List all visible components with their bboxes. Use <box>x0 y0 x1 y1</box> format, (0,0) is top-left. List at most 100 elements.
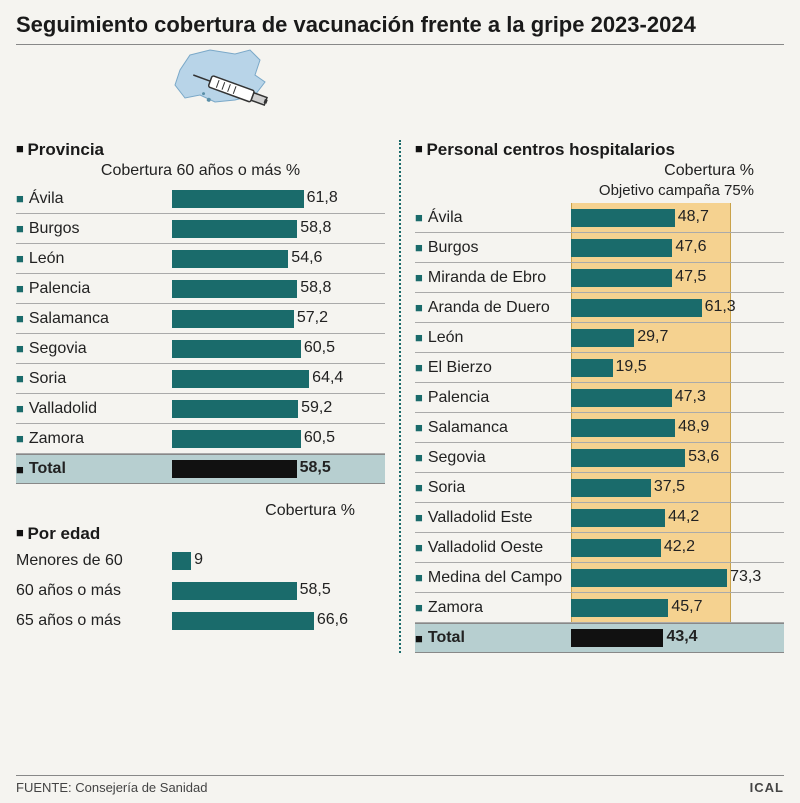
bullet-icon: ■ <box>16 371 24 386</box>
bullet-icon: ■ <box>16 462 24 477</box>
bullet-icon: ■ <box>415 360 423 375</box>
bar-wrap: 42,2 <box>571 538 784 558</box>
row-label-text: Burgos <box>428 239 479 257</box>
bar <box>571 299 702 317</box>
bullet-icon: ■ <box>16 251 24 266</box>
row-label: ■Aranda de Duero <box>415 299 571 317</box>
data-row: ■Palencia47,3 <box>415 383 784 413</box>
row-label: ■ León <box>16 250 172 268</box>
bullet-icon: ■ <box>415 390 423 405</box>
data-row: ■Aranda de Duero 61,3 <box>415 293 784 323</box>
bullet-icon: ■ <box>16 311 24 326</box>
bar-value: 47,5 <box>675 268 706 286</box>
row-label: ■Valladolid <box>16 400 172 418</box>
age-section-title: Por edad <box>16 524 385 544</box>
bar-wrap: 61,8 <box>172 189 385 209</box>
bar <box>571 389 672 407</box>
bar-wrap: 37,5 <box>571 478 784 498</box>
data-row: ■ Valladolid Este 44,2 <box>415 503 784 533</box>
bar-value: 37,5 <box>654 478 685 496</box>
row-label-text: Valladolid Oeste <box>428 539 543 557</box>
bar <box>571 419 675 437</box>
age-section: Cobertura % Por edad Menores de 60960 añ… <box>16 502 385 636</box>
data-row: ■León29,7 <box>415 323 784 353</box>
bar-wrap: 66,6 <box>172 611 385 631</box>
row-label: ■Ávila <box>415 209 571 227</box>
bar <box>172 250 288 268</box>
bar <box>571 629 663 647</box>
row-label: ■Valladolid Oeste <box>415 539 571 557</box>
row-label-text: Total <box>29 460 66 478</box>
data-row: ■Zamora45,7 <box>415 593 784 623</box>
bar <box>571 479 651 497</box>
bar-wrap: 73,3 <box>571 568 784 588</box>
bar-wrap: 45,7 <box>571 598 784 618</box>
data-row: ■Ávila 48,7 <box>415 203 784 233</box>
bullet-icon: ■ <box>415 480 423 495</box>
bullet-icon: ■ <box>16 221 24 236</box>
hospital-subtitle: Cobertura % <box>415 162 784 180</box>
bar-value: 29,7 <box>637 328 668 346</box>
bar-wrap: 58,5 <box>172 459 385 479</box>
bullet-icon: ■ <box>415 420 423 435</box>
bullet-icon: ■ <box>415 510 423 525</box>
age-row: 65 años o más66,6 <box>16 606 385 636</box>
bar <box>172 552 191 570</box>
bar-value: 47,6 <box>675 238 706 256</box>
bar-wrap: 60,5 <box>172 339 385 359</box>
target-label: Objetivo campaña 75% <box>415 182 784 199</box>
row-label: ■Total <box>415 629 571 647</box>
age-subtitle: Cobertura % <box>16 502 385 520</box>
data-row: ■Burgos58,8 <box>16 214 385 244</box>
data-row: ■Soria64,4 <box>16 364 385 394</box>
row-label: ■ Valladolid Este <box>415 509 571 527</box>
hospital-section-title: Personal centros hospitalarios <box>415 140 784 160</box>
left-column: Provincia Cobertura 60 años o más % ■Ávi… <box>16 140 399 653</box>
data-row: ■Medina del Campo73,3 <box>415 563 784 593</box>
total-row: ■ Total 58,5 <box>16 454 385 484</box>
bar-wrap: 47,6 <box>571 238 784 258</box>
row-label: ■Miranda de Ebro <box>415 269 571 287</box>
bar-wrap: 47,5 <box>571 268 784 288</box>
bar-value: 44,2 <box>668 508 699 526</box>
bar <box>172 430 301 448</box>
row-label: ■El Bierzo <box>415 359 571 377</box>
bar <box>571 209 675 227</box>
bar-value: 9 <box>194 551 203 569</box>
row-label-text: Palencia <box>428 389 489 407</box>
bar <box>172 582 297 600</box>
infographic-container: Seguimiento cobertura de vacunación fren… <box>0 0 800 803</box>
row-label-text: Total <box>428 629 465 647</box>
bar-value: 58,8 <box>300 279 331 297</box>
row-label-text: Valladolid Este <box>428 509 533 527</box>
row-label: ■Palencia <box>16 280 172 298</box>
bar-wrap: 53,6 <box>571 448 784 468</box>
bar-value: 48,7 <box>678 208 709 226</box>
bar <box>571 359 613 377</box>
bar-wrap: 54,6 <box>172 249 385 269</box>
row-label: ■ Total <box>16 460 172 478</box>
bullet-icon: ■ <box>415 600 423 615</box>
footer-source: FUENTE: Consejería de Sanidad <box>16 780 207 795</box>
bar-value: 59,2 <box>301 399 332 417</box>
total-row: ■Total43,4 <box>415 623 784 653</box>
bar <box>172 280 297 298</box>
row-label-text: Valladolid <box>29 400 97 418</box>
bar-value: 64,4 <box>312 369 343 387</box>
bar-wrap: 61,3 <box>571 298 784 318</box>
data-row: ■Valladolid 59,2 <box>16 394 385 424</box>
row-label-text: Medina del Campo <box>428 569 562 587</box>
row-label-text: Zamora <box>29 430 84 448</box>
bullet-icon: ■ <box>16 281 24 296</box>
bar <box>172 310 294 328</box>
data-row: ■Palencia 58,8 <box>16 274 385 304</box>
bar <box>571 509 665 527</box>
data-row: ■Segovia60,5 <box>16 334 385 364</box>
map-syringe-icon <box>160 40 300 130</box>
main-title: Seguimiento cobertura de vacunación fren… <box>16 12 784 45</box>
row-label-text: León <box>29 250 65 268</box>
row-label-text: Salamanca <box>29 310 109 328</box>
right-column: Personal centros hospitalarios Cobertura… <box>399 140 784 653</box>
row-label-text: Ávila <box>428 209 463 227</box>
bar-value: 61,3 <box>705 298 736 316</box>
